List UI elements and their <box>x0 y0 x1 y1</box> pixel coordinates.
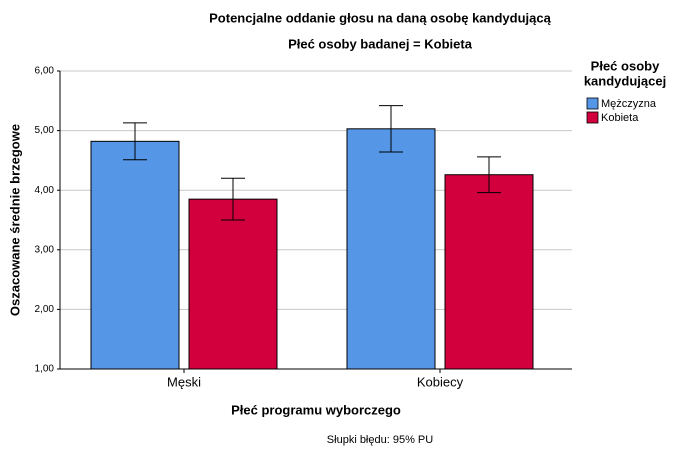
legend-title: kandydującej <box>584 73 666 88</box>
legend-label: Kobieta <box>601 112 639 124</box>
bar <box>90 140 180 370</box>
y-tick-label: 5,00 <box>35 125 55 136</box>
bar <box>444 174 534 370</box>
x-tick-label: Męski <box>167 374 201 389</box>
legend-title: Płeć osoby <box>591 58 660 73</box>
y-axis-label: Oszacowane średnie brzegowe <box>7 124 22 316</box>
chart-subtitle: Płeć osoby badanej = Kobieta <box>288 36 473 51</box>
chart-title: Potencjalne oddanie głosu na daną osobę … <box>209 10 551 25</box>
x-tick-label: Kobiecy <box>417 374 464 389</box>
bar <box>346 128 436 370</box>
bar <box>188 198 278 370</box>
y-tick-label: 4,00 <box>35 185 55 196</box>
y-tick-label: 3,00 <box>35 244 55 255</box>
y-tick-label: 6,00 <box>35 66 55 77</box>
x-axis-label: Płeć programu wyborczego <box>231 402 401 417</box>
y-tick-label: 1,00 <box>35 364 55 375</box>
footnote: Słupki błędu: 95% PU <box>327 434 433 446</box>
legend-swatch <box>586 97 599 110</box>
y-tick-label: 2,00 <box>35 304 55 315</box>
legend-label: Mężczyzna <box>601 98 657 110</box>
legend-swatch <box>586 111 599 124</box>
